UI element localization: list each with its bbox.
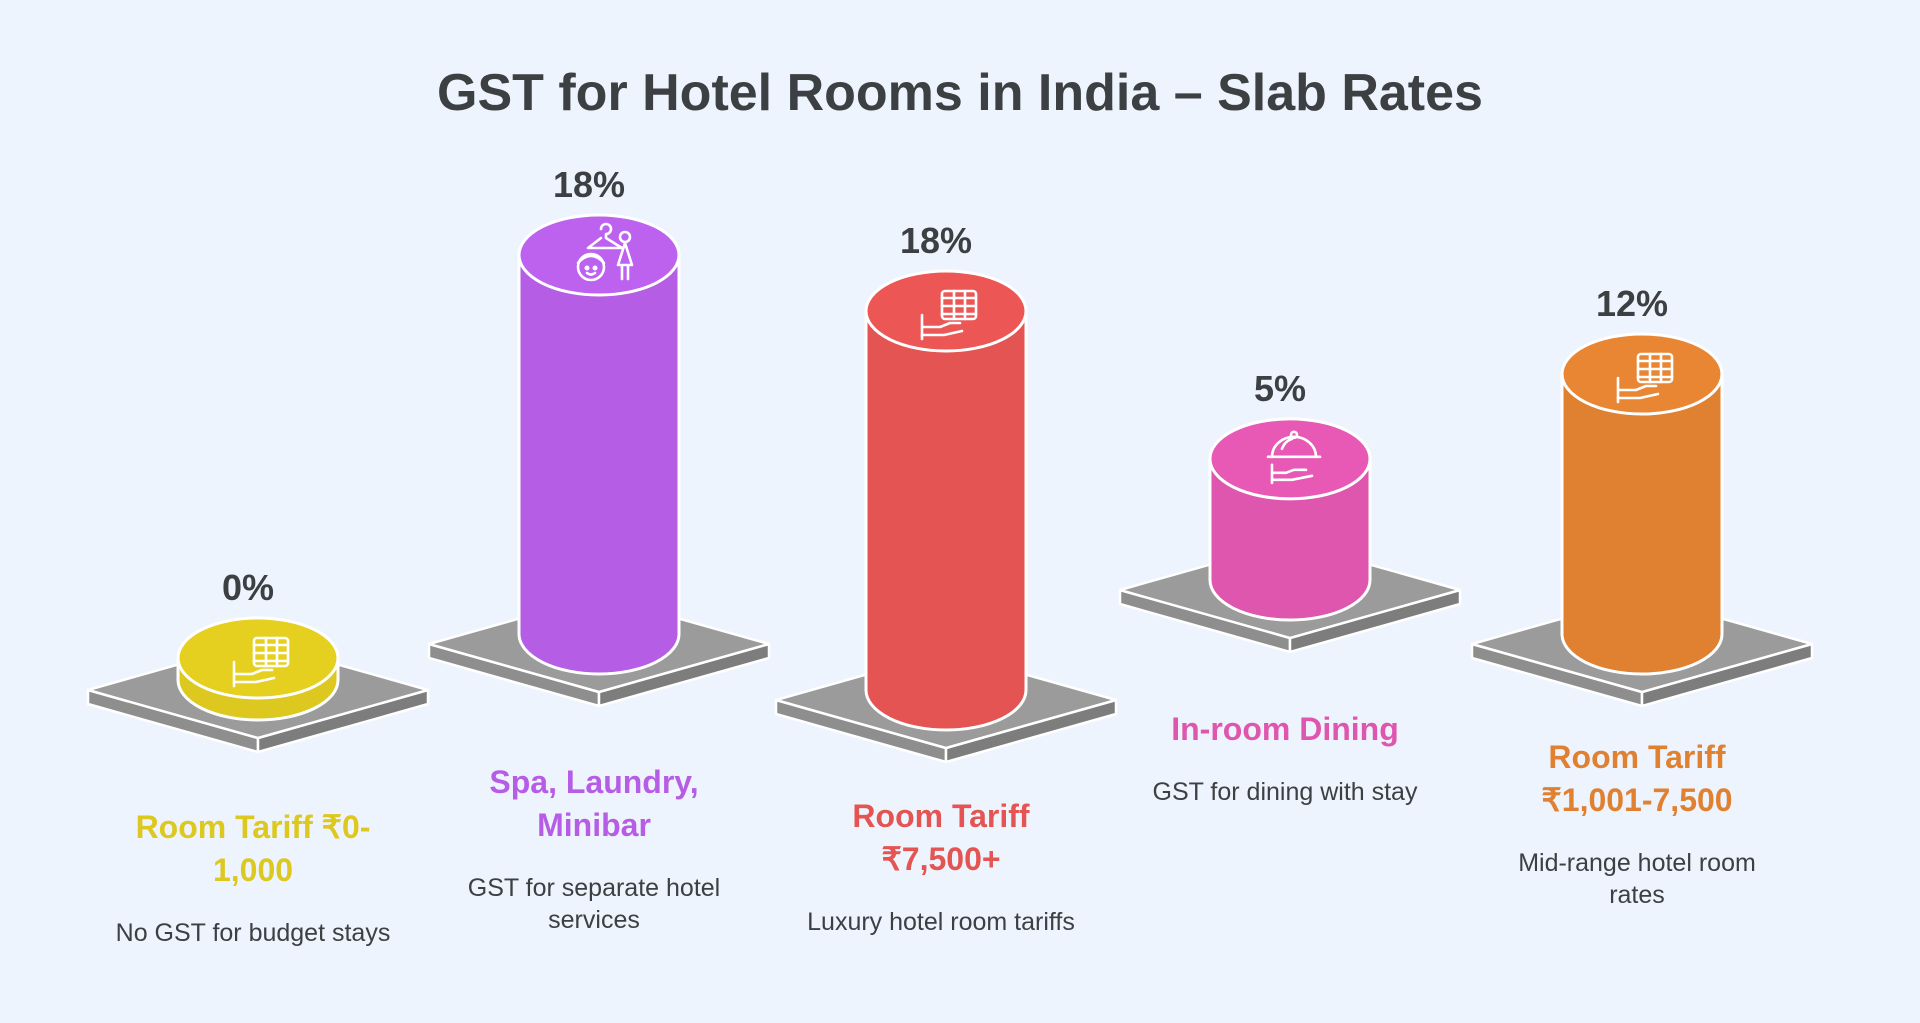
value-label: 12% <box>1596 283 1668 324</box>
hotel-room-icon <box>1616 352 1674 404</box>
category-description: rates <box>1609 881 1665 909</box>
value-label: 0% <box>222 567 274 608</box>
category-label: Minibar <box>537 807 651 843</box>
category-description: Mid-range hotel room <box>1518 849 1756 877</box>
bar-group: 12% Room Tariff ₹1,001-7,500 Mid-range hote… <box>1470 283 1814 909</box>
bar-top <box>864 269 1028 353</box>
category-description: No GST for budget stays <box>116 919 391 947</box>
spa-laundry-icon <box>576 222 634 282</box>
category-description: GST for dining with stay <box>1153 778 1418 806</box>
bar-top <box>176 616 340 700</box>
bar-group: 18% Room Tariff ₹7,500+ Luxury hotel room t… <box>774 220 1118 936</box>
bar <box>1208 457 1372 622</box>
chart-title: GST for Hotel Rooms in India – Slab Rate… <box>437 64 1483 122</box>
bar <box>1560 372 1724 676</box>
bar-group: 5% In-room Dining GST for dining with stay <box>1118 368 1462 806</box>
hotel-room-icon <box>920 289 978 341</box>
category-label: Room Tariff <box>852 798 1030 834</box>
plot-area: 0% Room Tariff ₹0- 1,000 No GST for budget … <box>86 164 1814 947</box>
category-label: ₹7,500+ <box>881 841 1000 877</box>
category-description: Luxury hotel room tariffs <box>807 908 1075 936</box>
hotel-room-icon <box>232 636 290 688</box>
category-label: In-room Dining <box>1171 711 1399 747</box>
value-label: 5% <box>1254 368 1306 409</box>
value-label: 18% <box>553 164 625 205</box>
bar-top <box>1208 417 1372 501</box>
value-label: 18% <box>900 220 972 261</box>
category-label: ₹1,001-7,500 <box>1541 782 1732 818</box>
category-label: Room Tariff <box>1548 739 1726 775</box>
bar <box>864 309 1028 732</box>
category-description: GST for separate hotel <box>468 874 720 902</box>
category-label: Room Tariff ₹0- <box>136 809 371 845</box>
category-label: Spa, Laundry, <box>489 764 698 800</box>
bar-top <box>517 213 681 297</box>
bar-top <box>1560 332 1724 416</box>
category-description: services <box>548 906 640 934</box>
dining-cloche-icon <box>1266 430 1322 485</box>
category-label: 1,000 <box>213 852 293 888</box>
bar-group: 18% Spa, Laundry, Minibar GST for separate … <box>427 164 771 934</box>
bar <box>517 253 681 676</box>
bar-group: 0% Room Tariff ₹0- 1,000 No GST for budget … <box>86 567 430 947</box>
